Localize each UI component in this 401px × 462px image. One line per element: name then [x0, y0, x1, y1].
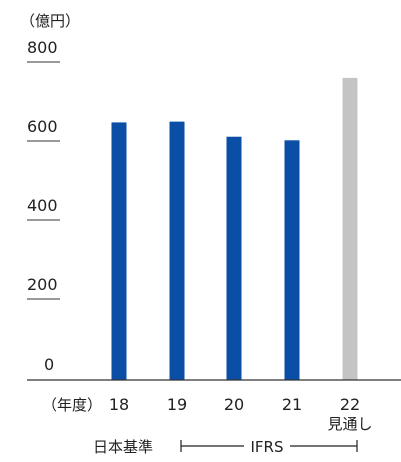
- jgaap-label: 日本基準: [93, 438, 153, 456]
- x-tick-label-19: 19: [167, 395, 187, 414]
- y-tick-label: 0: [44, 355, 54, 374]
- bar-18: [111, 122, 127, 381]
- y-tick-label: 200: [27, 275, 58, 294]
- x-tick-labels: 18 19 20 21 22: [109, 395, 360, 414]
- ifrs-label: IFRS: [251, 438, 284, 456]
- ifrs-range-bracket: [180, 440, 358, 452]
- bar-19: [169, 121, 185, 380]
- x-tick-label-20: 20: [224, 395, 244, 414]
- bar-20: [226, 136, 242, 380]
- bar-21: [284, 140, 300, 380]
- y-tick-label: 400: [27, 196, 58, 215]
- bar-22: [342, 77, 358, 381]
- x-axis-label: （年度）: [42, 396, 102, 414]
- bars: [111, 77, 358, 381]
- x-tick-label-18: 18: [109, 395, 129, 414]
- x-tick-label-21: 21: [282, 395, 302, 414]
- y-axis: 800 600 400 200 0: [27, 38, 60, 374]
- x-tick-label-22: 22: [340, 395, 360, 414]
- y-tick-label: 800: [27, 38, 58, 57]
- y-tick-label: 600: [27, 117, 58, 136]
- forecast-note: 見通し: [327, 415, 372, 433]
- unit-label: （億円）: [20, 12, 80, 30]
